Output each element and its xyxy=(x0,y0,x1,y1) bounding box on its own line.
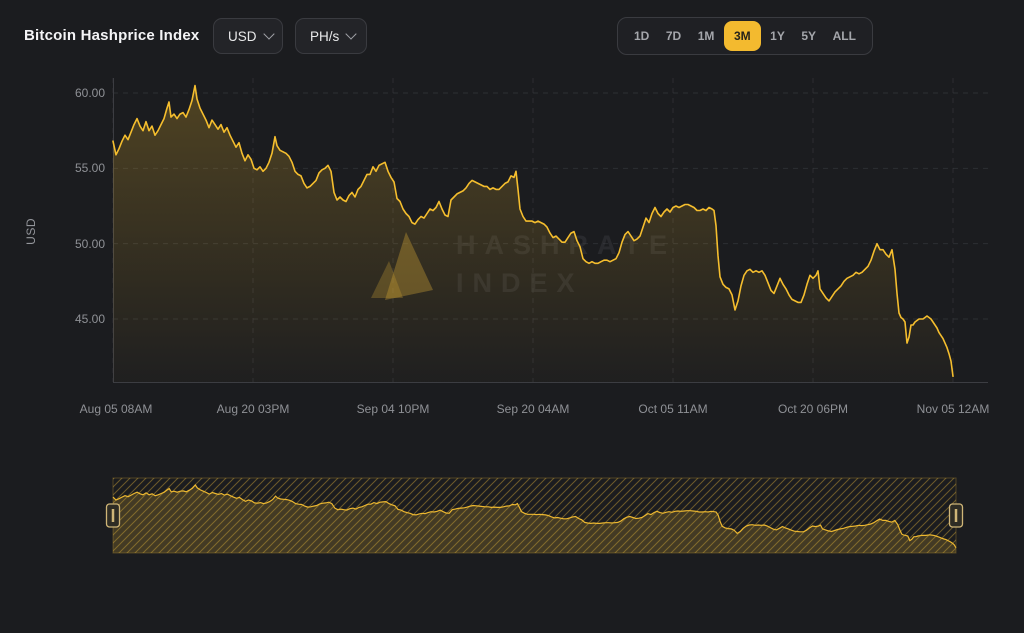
page-title: Bitcoin Hashprice Index xyxy=(24,27,200,44)
range-button-1y[interactable]: 1Y xyxy=(763,23,792,49)
price-area xyxy=(113,85,953,382)
y-tick-label: 45.00 xyxy=(74,312,105,326)
range-button-5y[interactable]: 5Y xyxy=(794,23,823,49)
navigator-handle-right[interactable] xyxy=(948,503,964,528)
y-tick-label: 55.00 xyxy=(74,161,105,176)
range-button-3m[interactable]: 3M xyxy=(723,21,761,51)
navigator-handle-left[interactable] xyxy=(105,503,121,528)
x-tick-label: Aug 20 03PM xyxy=(216,402,290,416)
x-tick-label: Sep 04 10PM xyxy=(356,402,430,416)
x-tick-label: Aug 05 08AM xyxy=(79,402,153,416)
y-tick-label: 50.00 xyxy=(74,236,105,251)
unit-dropdown-value: PH/s xyxy=(310,28,340,44)
navigator-line xyxy=(112,484,957,549)
x-tick-label: Oct 05 11AM xyxy=(638,402,708,416)
x-tick-label: Nov 05 12AM xyxy=(916,402,990,416)
range-selector: 1D 7D 1M 3M 1Y 5Y ALL xyxy=(617,17,873,55)
price-line xyxy=(112,84,954,378)
x-tick-label: Oct 20 06PM xyxy=(777,402,849,416)
y-tick-label: 60.00 xyxy=(74,86,105,100)
navigator-selection[interactable] xyxy=(112,477,957,554)
range-button-1d[interactable]: 1D xyxy=(627,23,656,49)
navigator-area xyxy=(113,485,956,553)
unit-dropdown[interactable]: PH/s xyxy=(295,18,367,54)
currency-dropdown-value: USD xyxy=(228,28,257,44)
x-tick-label: Sep 20 04AM xyxy=(496,402,570,416)
currency-dropdown[interactable]: USD xyxy=(213,18,283,54)
range-button-7d[interactable]: 7D xyxy=(659,23,688,49)
range-button-1m[interactable]: 1M xyxy=(691,23,722,49)
range-button-all[interactable]: ALL xyxy=(826,23,863,49)
navigator[interactable] xyxy=(105,477,964,554)
